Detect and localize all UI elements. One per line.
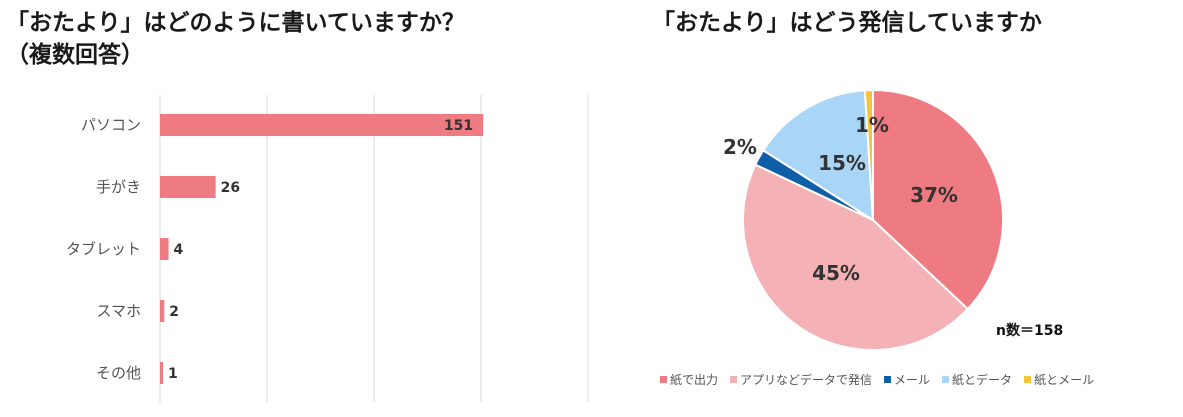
category-label: その他 [96,364,141,382]
pie-slice [863,88,874,221]
legend-swatch [942,376,950,383]
bar [160,114,484,136]
pie-slice [742,163,970,351]
bar-value-label: 4 [174,242,184,258]
bar-value-label: 2 [169,304,179,320]
bar [160,176,216,198]
category-label: 手がき [96,178,141,196]
bar [160,300,165,322]
sample-size-note: n数＝158 [996,323,1064,339]
category-label: パソコン [81,116,141,134]
pie-value-label: 2% [723,135,757,159]
bar-value-label: 1 [168,366,178,382]
pie-legend: 紙で出力 アプリなどデータで発信 メール 紙とデータ 紙とメール [660,371,1094,388]
pie-value-label: 15% [818,151,866,175]
legend-item: 紙とデータ [942,371,1012,388]
bar-chart-title-line1: 「おたより」はどのように書いていますか？ [6,10,465,36]
legend-label: アプリなどデータで発信 [740,373,873,387]
legend-label: 紙で出力 [670,373,719,387]
legend-label: 紙とデータ [952,373,1013,387]
category-label: スマホ [96,302,141,320]
bar [160,238,169,260]
pie-value-label: 1% [855,113,889,137]
bar-value-label: 26 [221,180,240,196]
legend-item: アプリなどデータで発信 [730,371,872,388]
bar [160,362,163,384]
pie-chart-title: 「おたより」はどう発信していますか [652,10,1042,36]
legend-label: メール [894,373,931,387]
legend-item: メール [884,371,930,388]
pie-value-label: 45% [812,261,860,285]
bar-value-label: 151 [444,118,473,134]
category-label: タブレット [66,240,141,258]
legend-swatch [884,376,892,383]
legend-swatch [730,376,738,383]
pie-slice [761,89,875,222]
pie-value-label: 37% [910,183,958,207]
legend-label: 紙とメール [1034,373,1095,387]
pie-slice [872,88,1004,311]
legend-item: 紙で出力 [660,371,718,388]
bar-chart-title-line2: （複数回答） [6,42,144,68]
legend-item: 紙とメール [1024,371,1094,388]
legend-swatch [660,376,667,383]
legend-swatch [1024,376,1032,383]
